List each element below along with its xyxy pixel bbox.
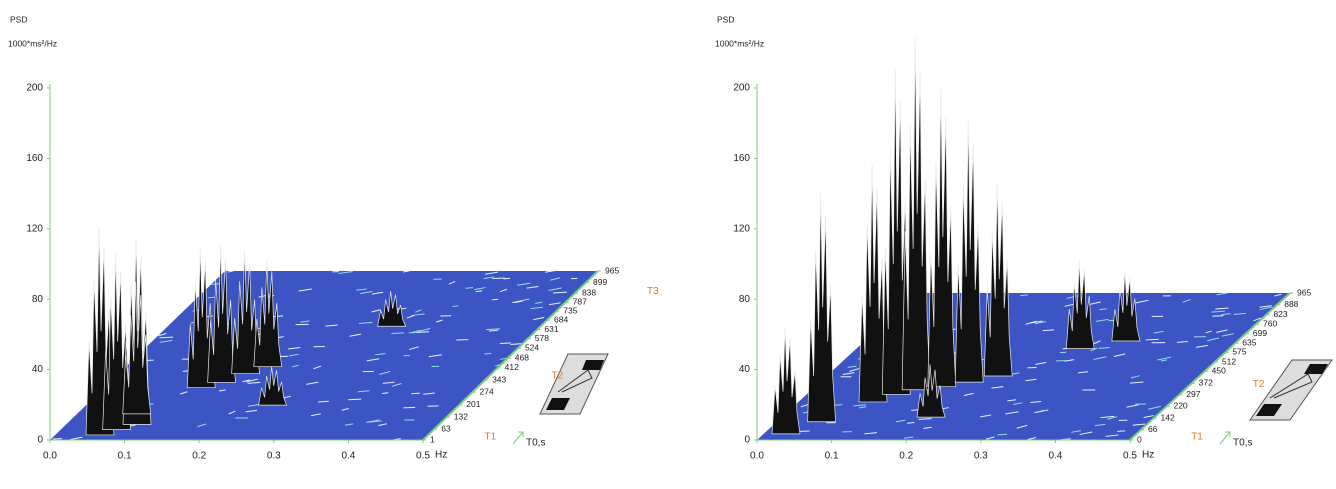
annotation: T1 — [1191, 432, 1203, 443]
t-tick-label: 201 — [466, 399, 480, 409]
y-axis-title: PSD — [717, 14, 734, 24]
slider-icon — [540, 354, 608, 414]
texture-streak — [159, 337, 173, 338]
t-tick-label: 468 — [515, 352, 529, 362]
annotation: T2 — [1253, 379, 1265, 390]
t-tick-label: 372 — [1199, 378, 1213, 388]
y-tick-label: 40 — [32, 364, 44, 375]
y-tick-label: 200 — [733, 83, 750, 94]
t-tick-label: 684 — [554, 315, 568, 325]
y-tick-label: 160 — [733, 153, 750, 164]
t-tick-label: 578 — [535, 333, 549, 343]
x-tick-label: 0.5 — [1123, 451, 1137, 462]
y-tick-label: 160 — [26, 153, 43, 164]
slider-icon — [1250, 360, 1332, 420]
texture-streak — [1100, 309, 1107, 310]
t-tick-label: 735 — [563, 306, 577, 316]
t-tick-label: 787 — [573, 296, 587, 306]
x-tick-label: 0.0 — [43, 451, 57, 462]
y-tick-label: 80 — [32, 294, 44, 305]
x-tick-label: 0.5 — [416, 451, 430, 462]
t-tick-label: 450 — [1212, 366, 1226, 376]
y-tick-label: 200 — [26, 83, 43, 94]
psd-peak — [984, 182, 1012, 376]
y-tick-label: 40 — [739, 364, 751, 375]
t-tick-label: 899 — [593, 277, 607, 287]
x-tick-label: 0.1 — [825, 451, 839, 462]
t-tick-label: 63 — [441, 423, 451, 433]
texture-streak — [492, 278, 504, 279]
x-tick-label: 0.1 — [118, 451, 132, 462]
texture-streak — [484, 353, 491, 354]
t-tick-label: 838 — [582, 288, 596, 298]
annotation: T3 — [647, 286, 659, 297]
t-tick-label: 965 — [1297, 287, 1311, 297]
texture-streak — [348, 399, 361, 400]
texture-streak — [492, 299, 498, 300]
y-axis-label: 1000*ms²/Hz — [8, 38, 57, 48]
page: PSD 1000*ms²/Hz 0 40 80 120 160 200 0.0 0.1 0.2 0.3… — [0, 0, 1336, 489]
x-tick-label: 0.3 — [267, 451, 281, 462]
t-tick-label: 823 — [1273, 309, 1287, 319]
t-tick-label: 412 — [505, 362, 519, 372]
t-tick-label: 524 — [525, 343, 539, 353]
texture-streak — [500, 343, 511, 344]
t-tick-label: 699 — [1253, 328, 1267, 338]
t-tick-label: 297 — [1186, 389, 1200, 399]
y-tick-label: 0 — [744, 435, 750, 446]
x-tick-label: 0.4 — [1048, 451, 1062, 462]
t-axis-label: T0,s — [1233, 438, 1252, 449]
chart-panel: PSD 1000*ms²/Hz 0 40 80 120 160 200 0.0 0.1 0.2 0.3… — [715, 14, 1336, 461]
t-tick-label: 575 — [1232, 347, 1246, 357]
psd-peak — [772, 328, 800, 434]
t-tick-label: 66 — [1148, 424, 1158, 434]
y-axis-title: PSD — [10, 14, 27, 24]
psd-peak — [955, 118, 983, 382]
t-tick-label: 512 — [1222, 356, 1236, 366]
annotation: T1 — [485, 431, 497, 442]
texture-streak — [998, 434, 1007, 435]
texture-streak — [1146, 339, 1159, 340]
t-tick-label: 274 — [480, 386, 494, 396]
y-tick-label: 0 — [37, 435, 43, 446]
annotation: T2 — [552, 370, 564, 381]
x-tick-label: 0.2 — [899, 451, 913, 462]
t-tick-label: 343 — [492, 374, 506, 384]
t-tick-label: 220 — [1173, 401, 1187, 411]
x-tick-label: 0.2 — [192, 451, 206, 462]
t-arrow — [513, 432, 523, 444]
y-axis-label: 1000*ms²/Hz — [715, 38, 764, 48]
psd-peak — [928, 87, 956, 386]
texture-streak — [907, 423, 914, 424]
t-tick-label: 142 — [1161, 413, 1175, 423]
x-tick-label: 0.0 — [750, 451, 764, 462]
x-axis-label: Hz — [1142, 450, 1154, 461]
y-tick-label: 120 — [26, 223, 43, 234]
texture-streak — [466, 288, 473, 289]
x-tick-label: 0.4 — [341, 451, 355, 462]
texture-streak — [919, 419, 932, 420]
y-tick-label: 80 — [739, 294, 751, 305]
t-tick-label: 760 — [1263, 318, 1277, 328]
t-tick-label: 0 — [1137, 434, 1142, 444]
psd-peak — [808, 193, 836, 422]
y-tick-label: 120 — [733, 223, 750, 234]
x-tick-label: 0.3 — [974, 451, 988, 462]
t-tick-label: 1 — [430, 434, 435, 444]
texture-streak — [504, 278, 511, 279]
t-tick-label: 631 — [544, 324, 558, 334]
t-arrow — [1220, 432, 1230, 444]
x-axis-label: Hz — [435, 450, 447, 461]
t-tick-label: 132 — [454, 411, 468, 421]
psd-peak — [902, 38, 930, 390]
t-axis-label: T0,s — [526, 438, 545, 449]
t-tick-label: 635 — [1242, 338, 1256, 348]
t-tick-label: 965 — [605, 265, 619, 275]
t-tick-label: 888 — [1284, 299, 1298, 309]
